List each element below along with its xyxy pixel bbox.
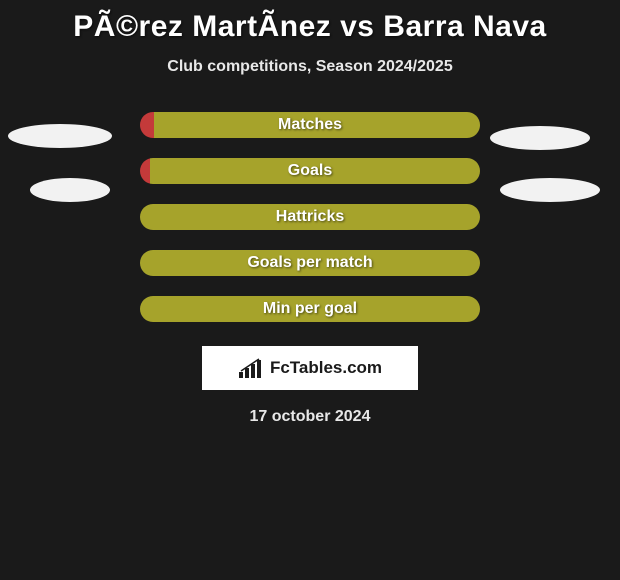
bar-label: Goals per match [247,254,372,272]
subtitle: Club competitions, Season 2024/2025 [167,58,452,76]
decorative-ellipse [30,178,110,202]
logo-box[interactable]: FcTables.com [202,346,418,390]
bar-track: Goals per match [140,250,480,276]
bar-track: Hattricks [140,204,480,230]
bar-label: Hattricks [276,208,344,226]
comparison-card: PÃ©rez MartÃ­nez vs Barra Nava Club comp… [0,0,620,426]
page-title: PÃ©rez MartÃ­nez vs Barra Nava [73,10,546,44]
stat-row: Min per goal [0,296,620,322]
decorative-ellipse [8,124,112,148]
decorative-ellipse [500,178,600,202]
bar-left [140,158,150,184]
logo-text: FcTables.com [270,358,382,378]
stat-row: 0Hattricks [0,204,620,230]
bar-track: Min per goal [140,296,480,322]
bar-label: Min per goal [263,300,357,318]
stat-row: Goals per match [0,250,620,276]
fctables-icon [238,358,264,378]
bar-track: Goals [140,158,480,184]
bar-track: Matches [140,112,480,138]
bar-label: Matches [278,116,342,134]
bar-left [140,112,154,138]
decorative-ellipse [490,126,590,150]
date-text: 17 october 2024 [250,408,371,426]
bar-label: Goals [288,162,332,180]
